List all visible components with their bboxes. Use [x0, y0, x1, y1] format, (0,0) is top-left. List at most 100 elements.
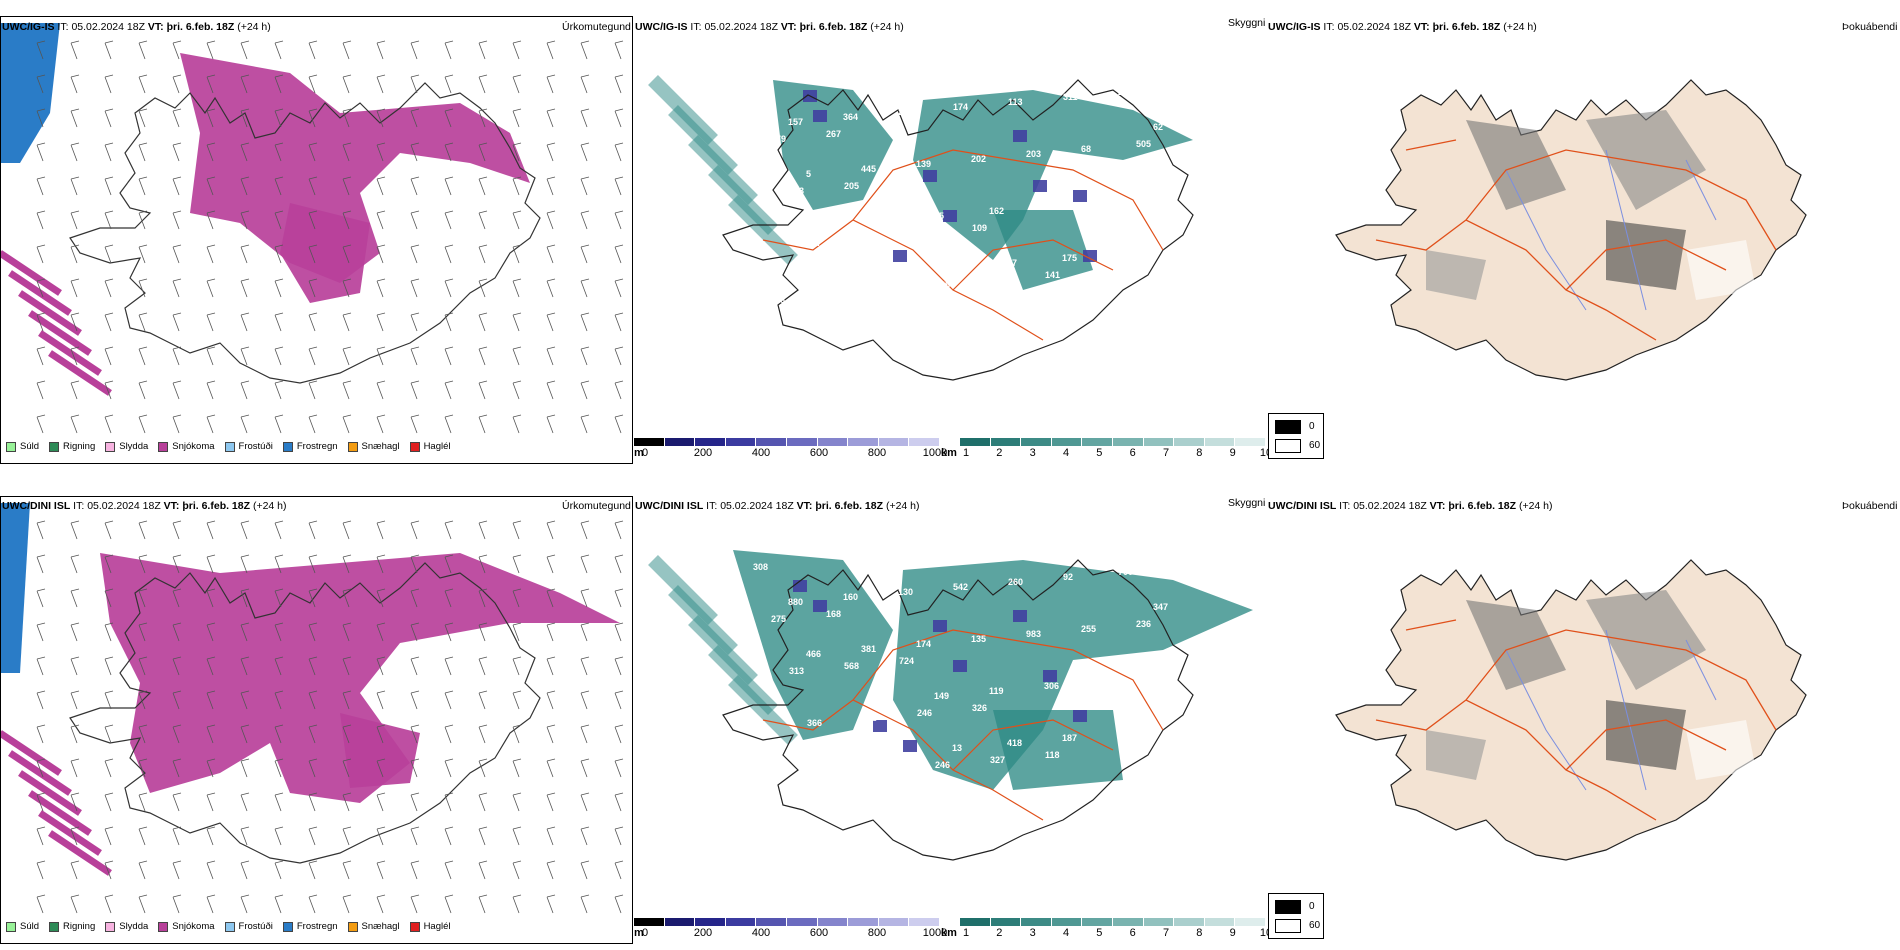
wind-barb [206, 520, 216, 540]
colorbar-tick: 8 [1196, 927, 1203, 939]
cloud-base-value: 206 [1118, 87, 1133, 97]
colorbar-segment [1112, 918, 1144, 926]
wind-barb [580, 414, 590, 434]
wind-barb [614, 210, 624, 230]
wind-barb [36, 622, 46, 642]
iceland-group [0, 23, 624, 434]
snow-stripe [18, 770, 82, 816]
low-visibility-area [733, 550, 893, 740]
cloud-base-value: 255 [935, 280, 950, 290]
wind-barb [308, 690, 318, 710]
wind-barb [172, 244, 182, 264]
iceland-group: 3322671411091412063792051431763115053033… [648, 75, 1194, 381]
wind-barb [478, 210, 488, 230]
wind-barb [206, 622, 216, 642]
fog-index-shading [1586, 590, 1706, 690]
cloud-base-value: 306 [1044, 681, 1059, 691]
wind-barb [172, 622, 182, 642]
vt-label-2: VT: [780, 21, 797, 33]
fog-index-shading [1606, 220, 1686, 290]
wind-barb [274, 792, 284, 812]
wind-barb [410, 690, 420, 710]
legend-item: Haglél [409, 921, 451, 932]
wind-barb [444, 588, 454, 608]
wind-barb [478, 380, 488, 400]
it-label: IT: [57, 21, 69, 33]
wind-barb [308, 826, 318, 846]
wind-barb [104, 108, 114, 128]
fog-key-light-swatch [1275, 439, 1301, 453]
wind-barb [614, 74, 624, 94]
colorbar-segment [1051, 438, 1083, 446]
title-fog-row1: Þokuábendi [1842, 21, 1898, 33]
fog-map-row2 [1266, 510, 1900, 930]
wind-barb [240, 108, 250, 128]
colorbar-segment [634, 918, 665, 926]
wind-barb [614, 792, 624, 812]
cloud-base-value: 397 [862, 233, 877, 243]
cloud-base-value: 347 [1153, 602, 1168, 612]
legend-label: Súld [20, 441, 40, 452]
colorbar-segment [1174, 438, 1205, 446]
wind-barb [240, 142, 250, 162]
cloud-base-value: 184 [825, 770, 840, 780]
wind-barb [240, 622, 250, 642]
legend-item: Slydda [105, 921, 148, 932]
fog-panel-row2 [1266, 510, 1900, 930]
wind-barb [410, 346, 420, 366]
colorbar-segment [634, 438, 665, 446]
wind-barb [546, 380, 556, 400]
wind-barb [240, 554, 250, 574]
wind-barb [240, 894, 250, 914]
colorbar-segment [1143, 438, 1175, 446]
colorbar-tick: 6 [1129, 927, 1136, 939]
cloud-base-value: 174 [916, 639, 931, 649]
visibility-streak [728, 675, 798, 745]
wind-barb [36, 176, 46, 196]
it-value-3: 05.02.2024 18Z [1337, 21, 1411, 33]
wind-barb [206, 894, 216, 914]
wind-barb [614, 520, 624, 540]
colorbar-segment [909, 438, 940, 446]
wind-barb [580, 724, 590, 744]
wind-barb [274, 588, 284, 608]
colorbar-tick: 0 [641, 927, 649, 939]
wind-barb [308, 210, 318, 230]
legend-label: Frostúði [238, 921, 273, 932]
wind-barb [104, 622, 114, 642]
wind-barb [342, 554, 352, 574]
wind-barb [580, 656, 590, 676]
wind-barb [342, 74, 352, 94]
wind-barb [444, 656, 454, 676]
colorbar-segment [990, 438, 1022, 446]
model-name-2: UWC/IG-IS [635, 21, 688, 33]
wind-barb [172, 690, 182, 710]
wind-barb [444, 210, 454, 230]
colorbar-tick: 400 [751, 927, 771, 939]
wind-barb [614, 108, 624, 128]
wind-barb [36, 312, 46, 332]
legend-swatch [409, 921, 420, 932]
legend-label: Snjókoma [172, 921, 215, 932]
wind-barb [138, 244, 148, 264]
vt-label-3: VT: [1429, 500, 1446, 512]
legend-label: Snæhagl [361, 441, 400, 452]
wind-barb [36, 74, 46, 94]
wind-barb [138, 40, 148, 60]
colorbar-segment [695, 918, 726, 926]
precip-panel-row2 [0, 493, 633, 945]
wind-barb [36, 520, 46, 540]
wind-barb [172, 894, 182, 914]
wind-barb [512, 108, 522, 128]
model-name: UWC/IG-IS [2, 21, 55, 33]
colorbar-segment [1082, 918, 1113, 926]
fog-index-shading [1606, 700, 1686, 770]
wind-barb [376, 244, 386, 264]
wind-barb [274, 108, 284, 128]
cloud-base-value: 109 [972, 223, 987, 233]
cloud-base-value: 236 [1136, 619, 1151, 629]
cloud-base-value: 983 [1026, 629, 1041, 639]
visibility-unit-row1: km [941, 447, 957, 459]
wind-barb [36, 724, 46, 744]
wind-barb [206, 554, 216, 574]
